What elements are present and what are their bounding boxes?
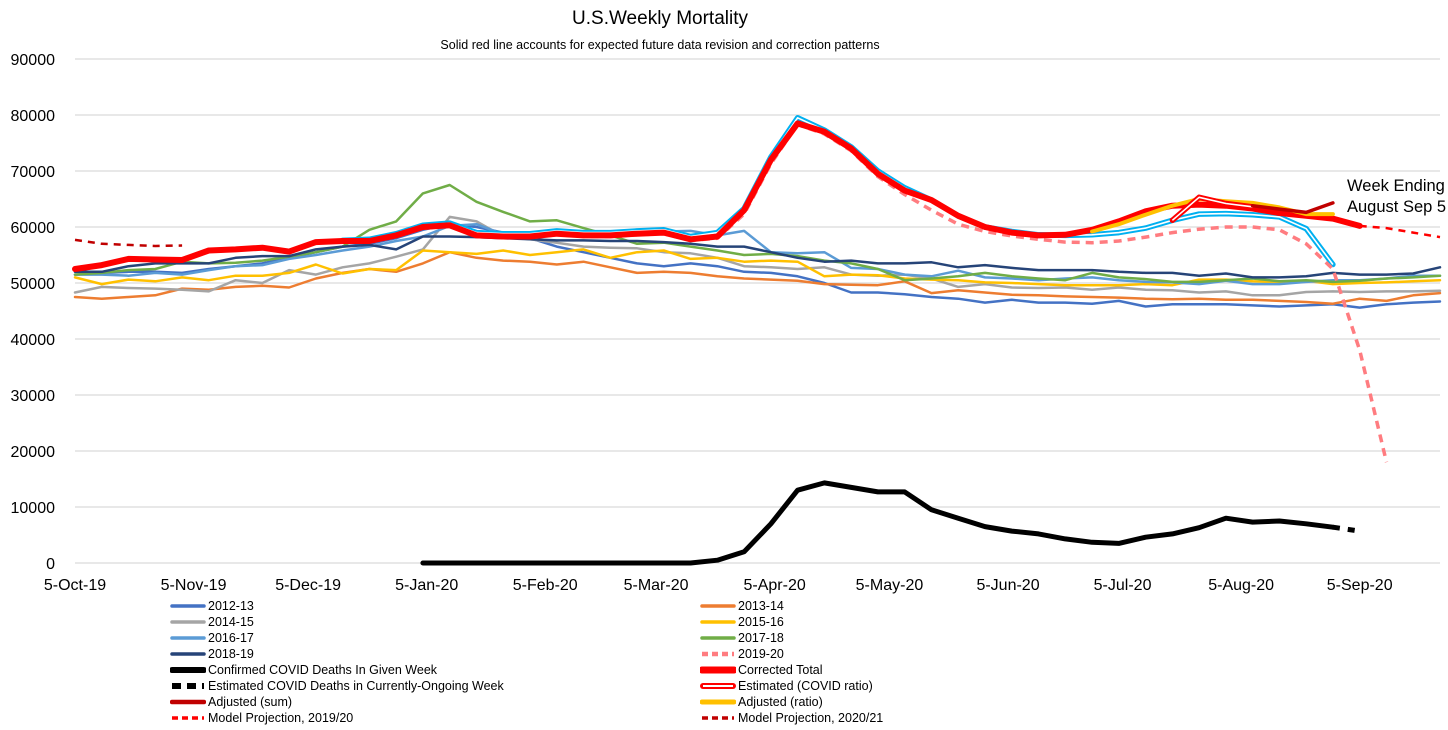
gridlines <box>75 58 1440 564</box>
legend-label: 2015-16 <box>738 615 784 629</box>
series-estimated-covid-ratio- <box>1169 194 1256 224</box>
legend-swatch <box>700 666 736 674</box>
legend-swatch <box>170 652 206 656</box>
legend-swatch <box>700 683 736 689</box>
series-line <box>72 120 1363 272</box>
series-line <box>73 215 1442 297</box>
x-tick-label: 5-May-20 <box>856 577 924 594</box>
series-line <box>342 122 1389 463</box>
series-2013-14 <box>73 250 1442 305</box>
x-tick-label: 5-Jan-20 <box>395 577 458 594</box>
y-tick-label: 50000 <box>11 276 56 293</box>
y-tick-label: 70000 <box>11 164 56 181</box>
legend-label: Model Projection, 2019/20 <box>208 711 354 725</box>
series-estimated-covid-deaths-in-currently-ongoing-week <box>1332 524 1361 534</box>
x-tick-label: 5-Nov-19 <box>161 577 227 594</box>
legend-label: 2018-19 <box>208 647 254 661</box>
legend-swatch <box>700 699 736 705</box>
x-tick-label: 5-Jun-20 <box>976 577 1039 594</box>
legend-label: Estimated COVID Deaths in Currently-Ongo… <box>208 679 504 693</box>
y-tick-label: 40000 <box>11 332 56 349</box>
series-2016-17 <box>73 222 1442 286</box>
series-2017-18 <box>73 183 1442 284</box>
legend-label: 2012-13 <box>208 599 254 613</box>
annotation-line-2: August Sep 5 <box>1347 198 1447 216</box>
legend-swatch <box>170 604 206 608</box>
legend-swatch <box>172 716 204 720</box>
legend-swatch <box>700 620 736 624</box>
legend-swatch <box>172 683 204 689</box>
series-lines <box>72 115 1442 566</box>
x-tick-label: 5-Dec-19 <box>275 577 341 594</box>
legend-swatch <box>702 651 734 657</box>
y-tick-label: 80000 <box>11 108 56 125</box>
series-line <box>1332 524 1361 534</box>
series-2019-20 <box>342 122 1389 463</box>
legend-swatch <box>170 620 206 624</box>
x-tick-label: 5-Aug-20 <box>1208 577 1274 594</box>
legend-swatch <box>170 699 206 705</box>
series-model-projection-2019-20 <box>1359 224 1441 239</box>
series-line <box>73 250 1442 305</box>
legend-label: Confirmed COVID Deaths In Given Week <box>208 663 438 677</box>
legend-swatch <box>702 716 734 720</box>
series-line <box>1250 201 1335 215</box>
legend-swatch <box>170 636 206 640</box>
chart-title: U.S.Weekly Mortality <box>572 8 748 29</box>
x-tick-label: 5-Oct-19 <box>44 577 106 594</box>
legend-swatch <box>700 604 736 608</box>
x-tick-label: 5-Mar-20 <box>624 577 689 594</box>
y-tick-label: 20000 <box>11 444 56 461</box>
series-line <box>1359 224 1441 239</box>
week-ending-annotation: Week Ending August Sep 5 <box>1347 176 1446 218</box>
y-axis-tick-labels: 0 10000 20000 30000 40000 50000 60000 70000 8000… <box>11 52 56 573</box>
series-2014-15 <box>73 215 1442 297</box>
x-axis-tick-labels: 5-Oct-19 5-Nov-19 5-Dec-19 5-Jan-20 5-Feb-20… <box>44 577 1393 594</box>
series-model-projection-2020-21 <box>74 238 183 248</box>
y-tick-label: 90000 <box>11 52 56 69</box>
legend-label: Estimated (COVID ratio) <box>738 679 873 693</box>
y-tick-label: 30000 <box>11 388 56 405</box>
legend-label: 2019-20 <box>738 647 784 661</box>
legend-label: Model Projection, 2020/21 <box>738 711 884 725</box>
legend-label: 2013-14 <box>738 599 784 613</box>
legend-label: Adjusted (ratio) <box>738 695 823 709</box>
series-2015-16 <box>73 248 1442 287</box>
series-line <box>420 480 1336 566</box>
legend-label: Adjusted (sum) <box>208 695 293 709</box>
legend-label: 2014-15 <box>208 615 254 629</box>
x-tick-label: 5-Jul-20 <box>1094 577 1152 594</box>
y-tick-label: 60000 <box>11 220 56 237</box>
series-line <box>73 235 1442 279</box>
series-corrected-total <box>72 120 1363 272</box>
x-tick-label: 5-Apr-20 <box>744 577 806 594</box>
y-tick-label: 0 <box>46 556 55 573</box>
legend-label: 2017-18 <box>738 631 784 645</box>
series-line <box>73 248 1442 287</box>
series-adjusted-sum- <box>1250 201 1335 215</box>
series-line <box>73 222 1442 286</box>
annotation-line-1: Week Ending <box>1347 177 1445 195</box>
series-line <box>73 183 1442 284</box>
legend-label: Corrected Total <box>738 663 823 677</box>
series-2018-19 <box>73 235 1442 279</box>
x-tick-label: 5-Feb-20 <box>513 577 578 594</box>
legend-swatch <box>700 636 736 640</box>
series-confirmed-covid-deaths-in-given-week <box>420 480 1336 566</box>
legend-label: 2016-17 <box>208 631 254 645</box>
legend-swatch <box>170 667 206 673</box>
series-line-fill <box>1171 196 1253 221</box>
series-line <box>74 238 183 248</box>
chart-subtitle: Solid red line accounts for expected fut… <box>440 38 880 52</box>
y-tick-label: 10000 <box>11 500 56 517</box>
x-tick-label: 5-Sep-20 <box>1327 577 1393 594</box>
